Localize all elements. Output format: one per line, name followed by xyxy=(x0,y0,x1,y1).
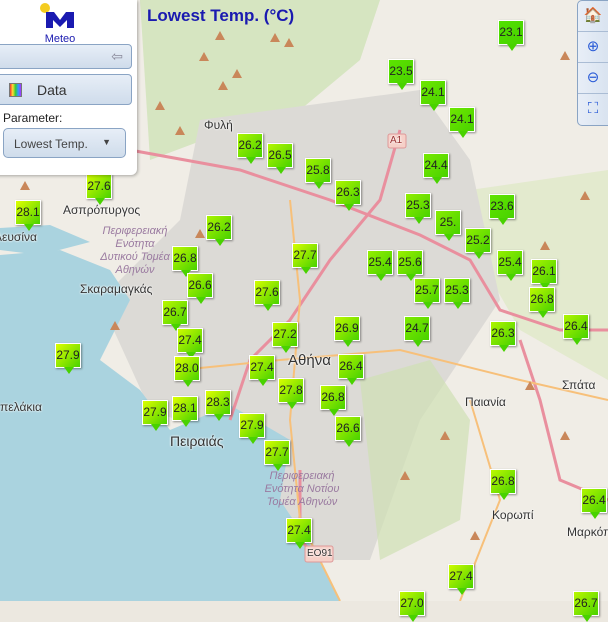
station-marker[interactable]: 27.2 xyxy=(272,322,298,353)
station-marker[interactable]: 26.1 xyxy=(531,259,557,290)
station-marker[interactable]: 26.7 xyxy=(573,591,599,622)
station-marker[interactable]: 27.0 xyxy=(399,591,425,622)
station-marker[interactable]: 26.3 xyxy=(335,180,361,211)
parameter-select[interactable]: Lowest Temp. ▼ xyxy=(3,128,126,158)
caret-down-icon: ▼ xyxy=(102,137,111,147)
station-marker[interactable]: 23.6 xyxy=(489,194,515,225)
parameter-value: Lowest Temp. xyxy=(14,137,88,151)
region-label: Περιφερειακή Ενότητα Νοτίου Τομέα Αθηνών xyxy=(264,470,340,508)
road-label: EO91 xyxy=(307,548,333,559)
station-marker[interactable]: 27.4 xyxy=(249,355,275,386)
station-marker[interactable]: 24.4 xyxy=(423,153,449,184)
place-label: Πειραιάς xyxy=(170,433,224,449)
station-marker[interactable]: 27.9 xyxy=(239,413,265,444)
station-marker[interactable]: 26.2 xyxy=(206,215,232,246)
station-marker[interactable]: 26.2 xyxy=(237,133,263,164)
station-marker[interactable]: 26.6 xyxy=(335,416,361,447)
place-label: Σπάτα xyxy=(562,378,596,392)
data-button[interactable]: Data xyxy=(0,74,132,105)
zoom-in-button[interactable]: ⊕ xyxy=(578,32,608,63)
station-marker[interactable]: 25.6 xyxy=(397,250,423,281)
station-marker[interactable]: 25.3 xyxy=(405,193,431,224)
map-toolbar: 🏠 ⊕ ⊖ ⛶ xyxy=(577,0,608,126)
place-label: Παιανία xyxy=(465,395,506,409)
zoom-extent-icon: ⛶ xyxy=(587,100,599,117)
station-marker[interactable]: 23.1 xyxy=(498,20,524,51)
station-marker[interactable]: 26.6 xyxy=(187,273,213,304)
station-marker[interactable]: 28.1 xyxy=(15,200,41,231)
place-label: πελάκια xyxy=(0,400,42,414)
station-marker[interactable]: 26.4 xyxy=(581,488,607,519)
place-label: Κορωπί xyxy=(492,508,534,522)
meteo-logo: Meteo xyxy=(40,2,80,45)
station-marker[interactable]: 27.6 xyxy=(86,174,112,205)
station-marker[interactable]: 24.1 xyxy=(420,80,446,111)
data-button-label: Data xyxy=(37,82,67,98)
station-marker[interactable]: 26.4 xyxy=(338,354,364,385)
home-button[interactable]: 🏠 xyxy=(578,1,608,32)
zoom-out-button[interactable]: ⊖ xyxy=(578,63,608,94)
station-marker[interactable]: 26.7 xyxy=(162,300,188,331)
place-label: Ελευσίνα xyxy=(0,230,37,244)
station-marker[interactable]: 26.5 xyxy=(267,143,293,174)
station-marker[interactable]: 25.7 xyxy=(414,278,440,309)
place-label: Σκαραμαγκάς xyxy=(80,282,153,296)
color-scale-icon xyxy=(9,83,22,97)
station-marker[interactable]: 26.8 xyxy=(490,469,516,500)
station-marker[interactable]: 27.7 xyxy=(292,243,318,274)
place-label: Φυλή xyxy=(204,118,233,132)
road-label: A1 xyxy=(390,135,403,146)
place-label: Ασπρόπυργος xyxy=(63,203,141,217)
station-marker[interactable]: 27.4 xyxy=(448,564,474,595)
station-marker[interactable]: 25.8 xyxy=(305,158,331,189)
station-marker[interactable]: 25.2 xyxy=(465,228,491,259)
station-marker[interactable]: 25.4 xyxy=(497,250,523,281)
zoom-in-icon: ⊕ xyxy=(586,38,600,55)
station-marker[interactable]: 26.8 xyxy=(172,246,198,277)
map-tiles xyxy=(0,0,608,601)
station-marker[interactable]: 24.7 xyxy=(404,316,430,347)
station-marker[interactable]: 27.7 xyxy=(264,440,290,471)
collapse-panel-button[interactable]: ⇦ xyxy=(0,44,132,69)
station-marker[interactable]: 24.1 xyxy=(449,107,475,138)
station-marker[interactable]: 25.3 xyxy=(444,278,470,309)
arrow-left-icon: ⇦ xyxy=(111,48,123,64)
zoom-extent-button[interactable]: ⛶ xyxy=(578,94,608,125)
station-marker[interactable]: 26.9 xyxy=(334,316,360,347)
station-marker[interactable]: 28.0 xyxy=(174,356,200,387)
map-title: Lowest Temp. (°C) xyxy=(147,6,295,25)
station-marker[interactable]: 27.9 xyxy=(142,400,168,431)
station-marker[interactable]: 27.9 xyxy=(55,343,81,374)
home-icon: 🏠 xyxy=(583,7,603,24)
region-label: Περιφερειακή Ενότητα Δυτικού Τομέα Αθηνώ… xyxy=(100,225,170,276)
station-marker[interactable]: 28.3 xyxy=(205,390,231,421)
station-marker[interactable]: 25.4 xyxy=(367,250,393,281)
zoom-out-icon: ⊖ xyxy=(586,69,600,86)
station-marker[interactable]: 26.8 xyxy=(320,385,346,416)
station-marker[interactable]: 27.4 xyxy=(177,328,203,359)
station-marker[interactable]: 26.3 xyxy=(490,321,516,352)
logo-text: Meteo xyxy=(44,33,76,45)
place-label: Μαρκόπουλο xyxy=(567,525,608,539)
parameter-label: Parameter: xyxy=(3,111,63,125)
station-marker[interactable]: 26.8 xyxy=(529,287,555,318)
control-panel: Meteo ⇦ Data Parameter: Lowest Temp. ▼ xyxy=(0,0,137,175)
place-label: Αθήνα xyxy=(288,352,331,369)
station-marker[interactable]: 25. xyxy=(435,210,461,241)
station-marker[interactable]: 27.4 xyxy=(286,518,312,549)
station-marker[interactable]: 27.8 xyxy=(278,378,304,409)
station-marker[interactable]: 26.4 xyxy=(563,314,589,345)
station-marker[interactable]: 28.1 xyxy=(172,396,198,427)
station-marker[interactable]: 23.5 xyxy=(388,59,414,90)
station-marker[interactable]: 27.6 xyxy=(254,280,280,311)
